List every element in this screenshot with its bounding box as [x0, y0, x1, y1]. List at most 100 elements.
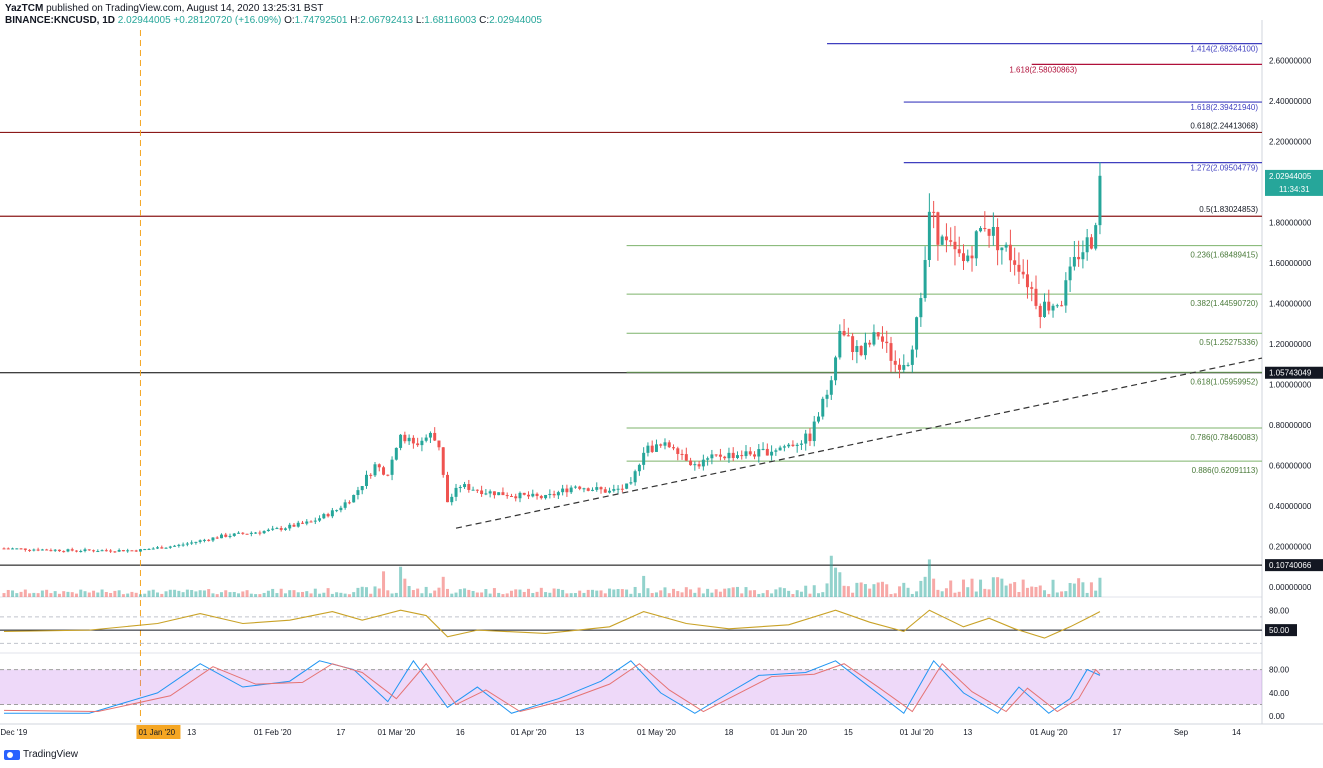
volume-bar: [92, 590, 96, 597]
candle-body: [1047, 301, 1051, 311]
candle-body: [582, 488, 586, 490]
volume-bar: [898, 586, 902, 597]
candle-body: [254, 532, 258, 534]
candle-body: [915, 317, 919, 350]
candle-body: [595, 487, 599, 490]
candle-body: [953, 241, 957, 250]
volume-bar: [228, 592, 232, 597]
volume-bar: [215, 594, 219, 597]
stoch-rsi-pane: 80.00 40.00 0.00: [0, 659, 1290, 721]
candle-body: [156, 547, 160, 549]
volume-bar: [863, 584, 867, 597]
stoch-tick-label: 80.00: [1269, 666, 1290, 675]
candle-body: [774, 450, 778, 452]
candle-body: [23, 548, 27, 550]
stoch-tick-label: 40.00: [1269, 689, 1290, 698]
candle-body: [620, 488, 624, 490]
candle-body: [505, 495, 509, 497]
candle-body: [868, 342, 872, 345]
time-tick-label: 16: [456, 728, 465, 737]
candle-body: [322, 514, 326, 519]
volume-bar: [104, 592, 108, 597]
candle-body: [177, 544, 181, 546]
volume-bar: [983, 588, 987, 597]
volume-bar: [347, 594, 351, 597]
volume-bar: [283, 593, 287, 597]
volume-bar: [906, 587, 910, 597]
volume-bar: [902, 582, 906, 597]
volume-bar: [608, 588, 612, 597]
candle-body: [514, 496, 518, 499]
candle-body: [795, 444, 799, 446]
tradingview-icon: [4, 749, 20, 760]
volume-bar: [701, 593, 705, 597]
candle-body: [556, 492, 560, 496]
candle-body: [471, 489, 475, 491]
volume-bar: [880, 581, 884, 597]
candle-body: [735, 455, 739, 458]
candle-body: [599, 487, 603, 490]
time-tick-label: 01 Mar '20: [378, 728, 416, 737]
volume-bar: [761, 593, 765, 597]
candle-body: [787, 444, 791, 447]
candle-body: [880, 336, 884, 342]
candle-body: [36, 549, 40, 551]
volume-bar: [753, 590, 757, 597]
candle-body: [437, 440, 441, 448]
volume-bar: [744, 587, 748, 597]
volume-bar: [390, 593, 394, 597]
candle-body: [40, 549, 44, 551]
candle-body: [2, 548, 6, 550]
candle-body: [855, 346, 859, 353]
candle-body: [134, 550, 138, 552]
candle-body: [697, 464, 701, 467]
volume-bar: [475, 592, 479, 597]
candle-body: [1043, 301, 1047, 318]
candle-body: [1030, 287, 1034, 289]
volume-bar: [706, 588, 710, 597]
volume-bar: [821, 592, 825, 597]
stoch-d-line: [3, 662, 1101, 713]
volume-bar: [838, 572, 842, 597]
candle-body: [898, 364, 902, 370]
volume-bar: [684, 587, 688, 597]
volume-bar: [28, 593, 32, 597]
price-axis[interactable]: 0.00000000 0.20000000 0.40000000 0.60000000…: [1265, 56, 1323, 592]
volume-bar: [151, 589, 155, 597]
candle-body: [625, 483, 629, 489]
volume-bar: [147, 590, 151, 597]
author-name[interactable]: YazTCM: [5, 3, 44, 14]
candle-body: [100, 550, 104, 552]
candle-body: [330, 510, 334, 517]
volume-bar: [629, 593, 633, 597]
candle-body: [207, 539, 211, 541]
volume-bar: [987, 589, 991, 597]
volume-bar: [1004, 585, 1008, 597]
candle-body: [944, 236, 948, 241]
candle-body: [633, 471, 637, 483]
volume-bar: [480, 592, 484, 597]
volume-bar: [659, 590, 663, 597]
candle-body: [778, 447, 782, 451]
volume-bar: [735, 586, 739, 597]
volume-bar: [829, 555, 833, 597]
volume-bar: [100, 589, 104, 597]
candle-body: [420, 440, 424, 446]
fib-retracement: 0.236(1.68489415) 0.382(1.44590720) 0.5(1.…: [626, 43, 1262, 475]
price-tick-label: 1.80000000: [1269, 218, 1312, 227]
candle-body: [450, 496, 454, 503]
candle-body: [1013, 260, 1017, 265]
volume-bar: [539, 587, 543, 597]
volume-bar: [799, 591, 803, 597]
candle-body: [1089, 237, 1093, 249]
candle-body: [919, 298, 923, 318]
volume-bar: [1013, 582, 1017, 597]
volume-bar: [672, 588, 676, 597]
volume-bar: [463, 588, 467, 597]
candle-body: [1081, 252, 1085, 260]
time-axis[interactable]: 01 Dec '19 01 Jan '20 13 01 Feb '20 17 01 Mar…: [0, 725, 1241, 739]
volume-bar: [808, 593, 812, 597]
volume-bar: [53, 591, 57, 597]
candle-body: [49, 550, 53, 552]
